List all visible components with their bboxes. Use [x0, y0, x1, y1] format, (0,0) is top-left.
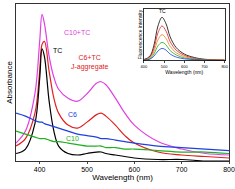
svg-text:TC: TC [159, 8, 166, 14]
svg-text:400: 400 [34, 166, 46, 173]
svg-text:600: 600 [181, 64, 188, 69]
svg-text:C10: C10 [66, 135, 79, 142]
svg-text:TC: TC [53, 47, 62, 54]
svg-text:400: 400 [140, 64, 147, 69]
svg-text:500: 500 [161, 64, 168, 69]
svg-text:800: 800 [221, 64, 228, 69]
svg-text:600: 600 [128, 166, 140, 173]
svg-text:C6: C6 [68, 111, 77, 118]
svg-text:700: 700 [176, 166, 188, 173]
svg-text:C6+TCJ-aggregate: C6+TCJ-aggregate [71, 54, 108, 71]
svg-text:800: 800 [223, 166, 235, 173]
svg-text:Wavelength (nm): Wavelength (nm) [92, 173, 153, 182]
svg-text:Wavelength (nm): Wavelength (nm) [165, 69, 203, 75]
svg-text:Fluorescence intensity: Fluorescence intensity [137, 9, 143, 59]
svg-text:Absorbance: Absorbance [5, 61, 14, 104]
svg-text:C10+TC: C10+TC [64, 29, 90, 36]
svg-text:700: 700 [201, 64, 208, 69]
svg-text:500: 500 [81, 166, 93, 173]
